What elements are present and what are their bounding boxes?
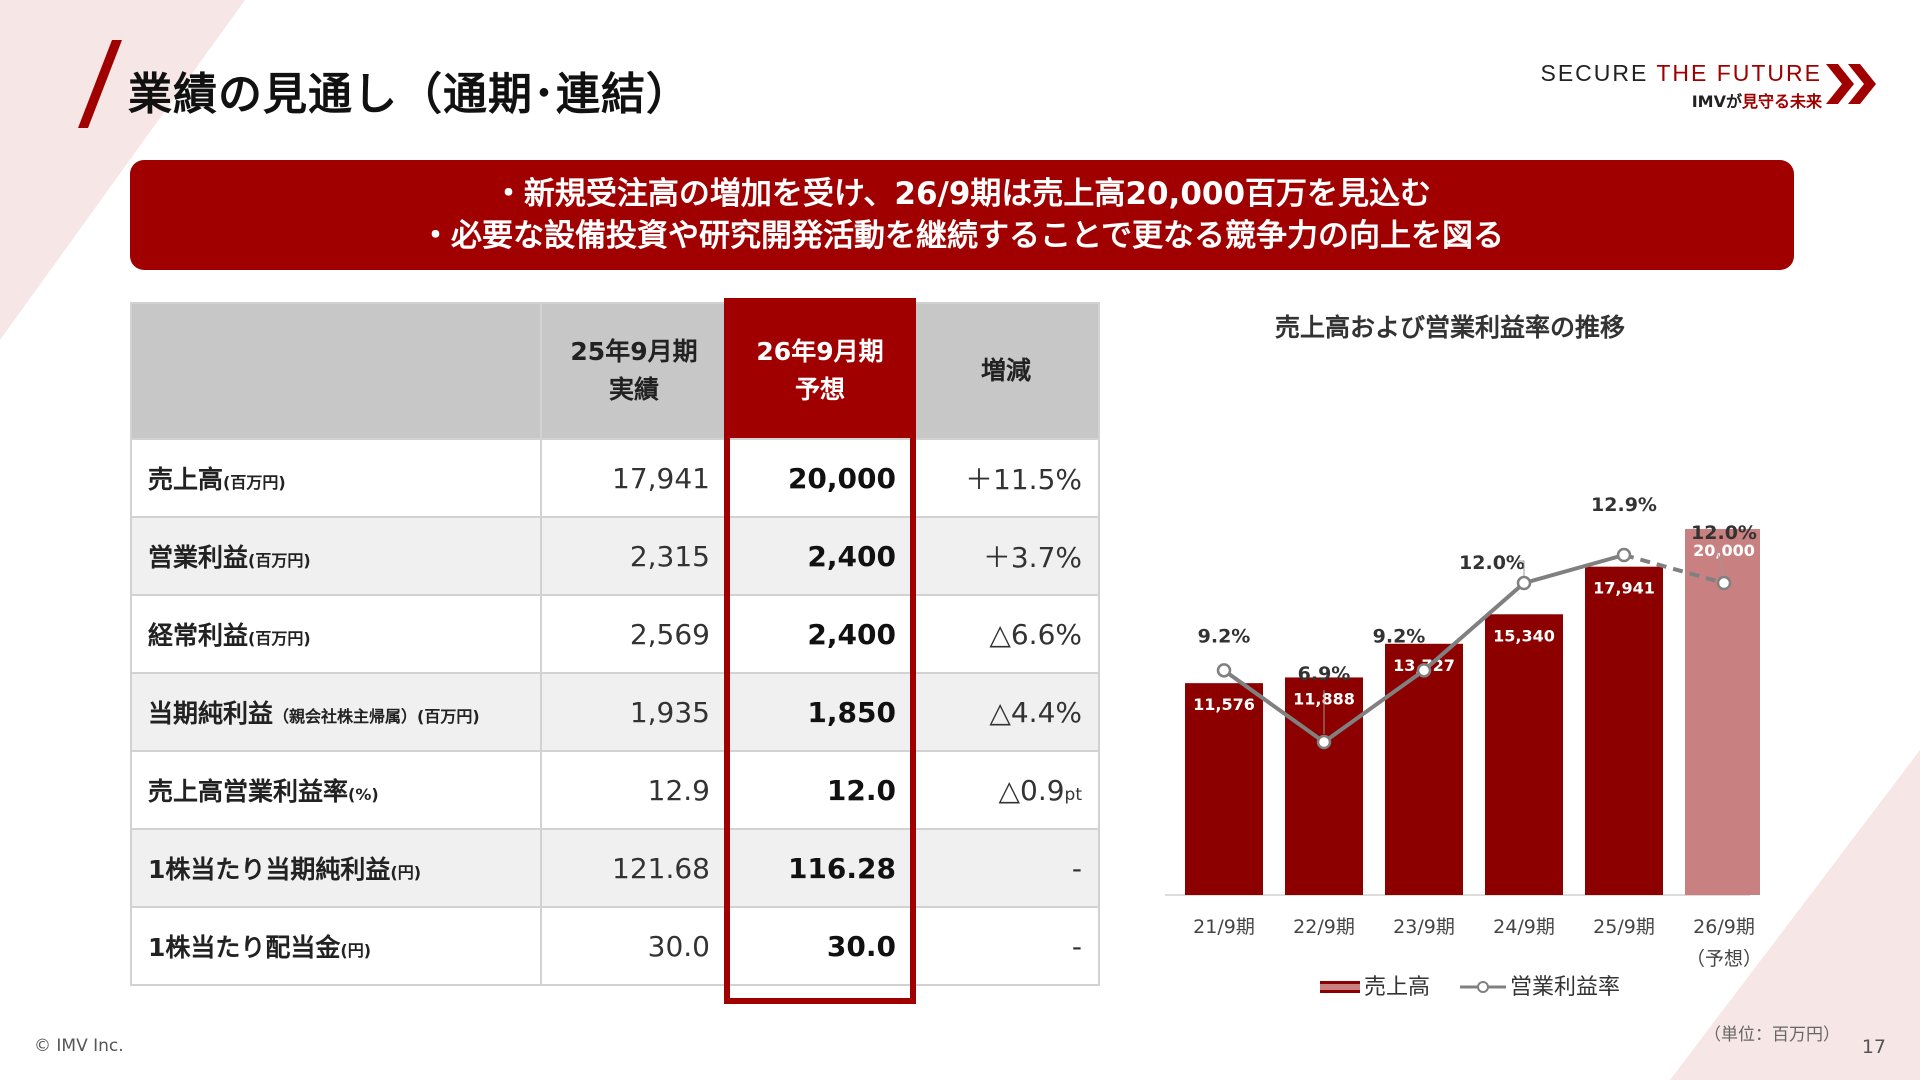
x-tick-label: 26/9期 [1693,916,1755,938]
sales-margin-chart: 11,57621/9期11,88822/9期13,72723/9期15,3402… [1165,494,1760,1000]
bar-value-label: 15,340 [1493,626,1555,645]
cell-fy26-forecast: 12.0 [726,750,914,830]
banner-line-1: ・新規受注高の増加を受け、26/9期は売上高20,000百万を見込む [492,176,1432,212]
logo-subtagline: IMVが見守る未来 [1691,92,1822,111]
company-logo: SECURE THE FUTURE IMVが見守る未来 [1540,60,1880,111]
margin-data-label: 12.9% [1591,494,1657,516]
leader-line [1518,560,1525,577]
margin-data-label: 9.2% [1198,625,1251,647]
header-blank [130,302,542,440]
cell-change: - [912,906,1100,986]
table-header-row: 25年9月期 実績 26年9月期 予想 増減 [130,302,1100,440]
cell-fy26-forecast: 2,400 [726,516,914,596]
x-tick-label: 25/9期 [1593,916,1655,938]
margin-point [1616,547,1632,563]
bar-sales [1385,643,1463,895]
margin-point [1216,663,1232,678]
row-label: 営業利益(百万円) [130,516,542,596]
margin-line-segment [1623,553,1725,585]
cell-fy26-forecast: 2,400 [726,594,914,674]
legend-label-margin: 営業利益率 [1510,975,1620,1000]
cell-fy25-actual: 17,941 [540,438,728,518]
x-tick-label: 21/9期 [1193,916,1255,938]
bar-value-label: 11,576 [1193,695,1255,714]
margin-point [1516,575,1532,591]
header-fy25-actual: 25年9月期 実績 [540,302,728,440]
row-label: 当期純利益（親会社株主帰属）(百万円) [130,672,542,752]
bar-value-label: 20,000 [1693,541,1755,560]
table-row: 売上高(百万円) 17,941 20,000 ＋11.5% [130,438,1100,518]
cell-fy26-forecast: 116.28 [726,828,914,908]
cell-change: △6.6% [912,594,1100,674]
logo-tagline: SECURE THE FUTURE [1540,60,1822,86]
x-tick-label: 23/9期 [1393,916,1455,938]
margin-line-segment [1322,668,1426,744]
page-number: 17 [1861,1036,1886,1058]
table-row: 1株当たり当期純利益(円) 121.68 116.28- [130,828,1100,908]
table-row: 売上高営業利益率(%) 12.9 12.0 △0.9pt [130,750,1100,830]
header-change: 増減 [912,302,1100,440]
leader-line [1715,546,1725,577]
x-tick-label: 24/9期 [1493,916,1555,938]
cell-fy26-forecast: 20,000 [726,438,914,518]
copyright: © IMV Inc. [34,1036,124,1056]
cell-fy25-actual: 1,935 [540,672,728,752]
cell-change: △0.9pt [912,750,1100,830]
row-label: 1株当たり配当金(円) [130,906,542,986]
row-label: 1株当たり当期純利益(円) [130,828,542,908]
cell-fy26-forecast: 1,850 [726,672,914,752]
cell-fy25-actual: 2,569 [540,594,728,674]
bar-sales [1185,683,1263,895]
table-row: 当期純利益（親会社株主帰属）(百万円) 1,935 1,850 △4.4% [130,672,1100,752]
cell-change: - [912,828,1100,908]
margin-point [1416,663,1432,678]
margin-line-segment [1222,668,1326,744]
cell-fy25-actual: 2,315 [540,516,728,596]
cell-fy25-actual: 12.9 [540,750,728,830]
cell-fy26-forecast: 30.0 [726,906,914,986]
cell-change: ＋3.7% [912,516,1100,596]
legend-swatch-sales-forecast [1320,984,1360,990]
cell-change: △4.4% [912,672,1100,752]
margin-point [1316,734,1332,750]
chart-title: 売上高および営業利益率の推移 [1274,313,1625,342]
x-tick-note: （予想） [1686,948,1760,970]
double-chevron-icon [1826,64,1876,104]
margin-data-label: 12.0% [1691,522,1757,544]
margin-line-segment [1422,581,1526,672]
summary-banner: ・新規受注高の増加を受け、26/9期は売上高20,000百万を見込む ・必要な設… [130,160,1794,270]
header-fy26-forecast: 26年9月期 予想 [726,302,914,440]
x-tick-label: 22/9期 [1293,916,1355,938]
margin-data-label: 12.0% [1459,552,1525,574]
row-label: 経常利益(百万円) [130,594,542,674]
legend-label-sales: 売上高 [1364,975,1430,1000]
title-accent-slash [78,40,122,128]
unit-note: （単位：百万円） [1704,1025,1840,1045]
page-title: 業績の見通し（通期･連結） [128,69,691,120]
margin-data-label: 9.2% [1373,625,1426,647]
row-label: 売上高営業利益率(%) [130,750,542,830]
cell-fy25-actual: 30.0 [540,906,728,986]
table-row: 1株当たり配当金(円) 30.0 30.0- [130,906,1100,986]
table-row: 営業利益(百万円) 2,315 2,400 ＋3.7% [130,516,1100,596]
cell-fy25-actual: 121.68 [540,828,728,908]
cell-change: ＋11.5% [912,438,1100,518]
legend-marker-margin [1477,981,1489,993]
table-row: 経常利益(百万円) 2,569 2,400 △6.6% [130,594,1100,674]
margin-line-segment [1523,553,1625,585]
bar-sales [1485,614,1563,895]
margin-point [1716,575,1732,591]
margin-data-label: 6.9% [1298,663,1351,685]
forecast-table: 25年9月期 実績 26年9月期 予想 増減 売上高(百万円) 17,941 20,00… [130,302,1100,986]
bar-sales [1585,566,1663,895]
banner-line-2: ・必要な設備投資や研究開発活動を継続することで更なる競争力の向上を図る [419,218,1505,254]
bar-value-label: 17,941 [1593,579,1655,598]
row-label: 売上高(百万円) [130,438,542,518]
